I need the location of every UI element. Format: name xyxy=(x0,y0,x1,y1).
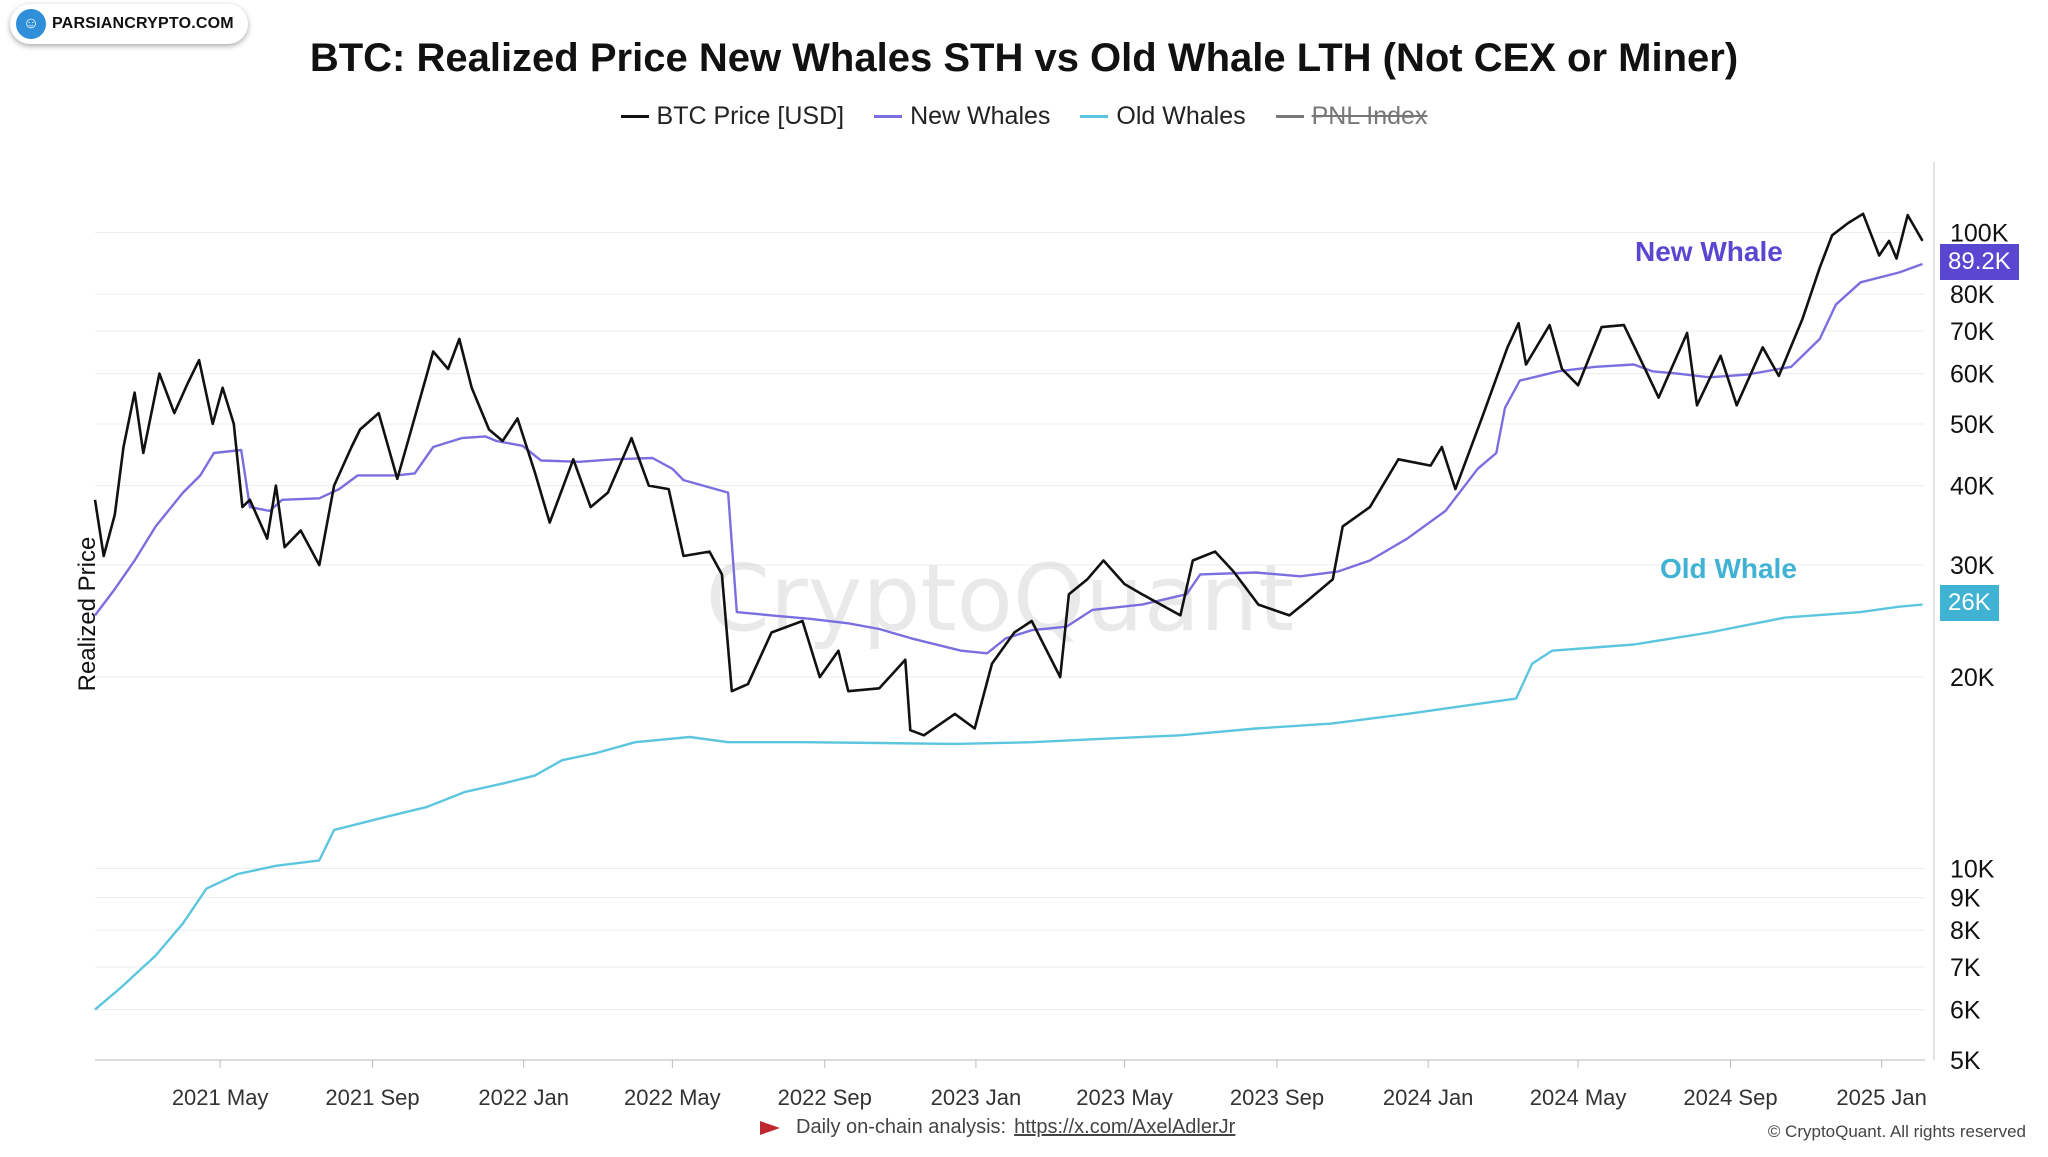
x-tick-label: 2023 Sep xyxy=(1230,1085,1324,1110)
y-tick-label: 20K xyxy=(1950,664,1995,692)
y-tick-label: 6K xyxy=(1950,997,1981,1025)
chart-title: BTC: Realized Price New Whales STH vs Ol… xyxy=(309,36,1739,80)
legend-label: Old Whales xyxy=(1116,102,1246,130)
y-tick-label: 70K xyxy=(1950,318,1995,346)
old-whale-annotation: Old Whale xyxy=(1660,552,1797,584)
x-tick-label: 2022 Sep xyxy=(778,1085,872,1110)
x-tick-label: 2021 May xyxy=(172,1085,269,1110)
footer-text: Daily on-chain analysis: xyxy=(796,1116,1007,1138)
new-whale-value-badge: 89.2K xyxy=(1940,244,2019,281)
x-tick-label: 2021 Sep xyxy=(325,1085,419,1110)
x-tick-label: 2022 May xyxy=(624,1085,721,1110)
legend-item[interactable]: Old Whales xyxy=(1080,102,1246,131)
brand-badge[interactable]: ☺ PARSIANCRYPTO.COM xyxy=(10,4,248,44)
series-line-btc-price-usd xyxy=(93,212,1924,737)
legend-swatch xyxy=(620,115,649,118)
flag-icon xyxy=(760,1120,780,1135)
x-tick-label: 2025 Jan xyxy=(1836,1085,1927,1110)
footer-link[interactable]: https://x.com/AxelAdlerJr xyxy=(1014,1116,1236,1138)
legend-label: PNL Index xyxy=(1311,102,1428,130)
y-tick-label: 50K xyxy=(1950,411,1995,439)
grid-layer xyxy=(95,231,1925,1061)
x-tick-label: 2023 Jan xyxy=(931,1085,1022,1110)
x-tick-label: 2024 Sep xyxy=(1683,1085,1777,1110)
y-tick-label: 100K xyxy=(1950,219,2009,247)
y-tick-label: 8K xyxy=(1950,917,1981,945)
y-axis-label: Realized Price xyxy=(74,536,101,692)
new-whale-annotation: New Whale xyxy=(1635,236,1783,268)
legend-swatch xyxy=(1275,115,1304,118)
legend-label: New Whales xyxy=(910,102,1051,130)
series-line-new-whales xyxy=(94,262,1923,655)
legend-label: BTC Price [USD] xyxy=(656,102,845,130)
y-tick-label: 30K xyxy=(1950,552,1995,580)
watermark: CryptoQuant xyxy=(706,545,1295,652)
legend-item[interactable]: BTC Price [USD] xyxy=(620,102,845,131)
x-tick-label: 2024 May xyxy=(1530,1085,1627,1110)
x-tick-label: 2024 Jan xyxy=(1383,1085,1474,1110)
person-icon: ☺ xyxy=(16,9,46,39)
series-layer xyxy=(93,212,1924,1011)
y-tick-label: 9K xyxy=(1950,885,1981,913)
brand-name: PARSIANCRYPTO.COM xyxy=(52,15,234,32)
legend: BTC Price [USD] New Whales Old Whales PNL I… xyxy=(0,102,2048,131)
legend-item[interactable]: PNL Index xyxy=(1275,102,1428,131)
old-whale-value-badge: 26K xyxy=(1940,584,1999,621)
y-tick-label: 5K xyxy=(1950,1047,1981,1075)
y-tick-label: 40K xyxy=(1950,473,1995,501)
y-tick-label: 60K xyxy=(1950,361,1995,389)
footer-note: Daily on-chain analysis: https://x.com/A… xyxy=(760,1116,1235,1139)
series-line-old-whales xyxy=(94,603,1923,1011)
copyright: © CryptoQuant. All rights reserved xyxy=(1767,1122,2026,1141)
x-tick-label: 2022 Jan xyxy=(478,1085,569,1110)
y-tick-label: 7K xyxy=(1950,954,1981,982)
y-tick-label: 80K xyxy=(1950,281,1995,309)
y-tick-label: 10K xyxy=(1950,856,1995,884)
legend-item[interactable]: New Whales xyxy=(874,102,1050,131)
legend-swatch xyxy=(1080,115,1109,118)
legend-swatch xyxy=(874,115,903,118)
x-tick-label: 2023 May xyxy=(1076,1085,1173,1110)
